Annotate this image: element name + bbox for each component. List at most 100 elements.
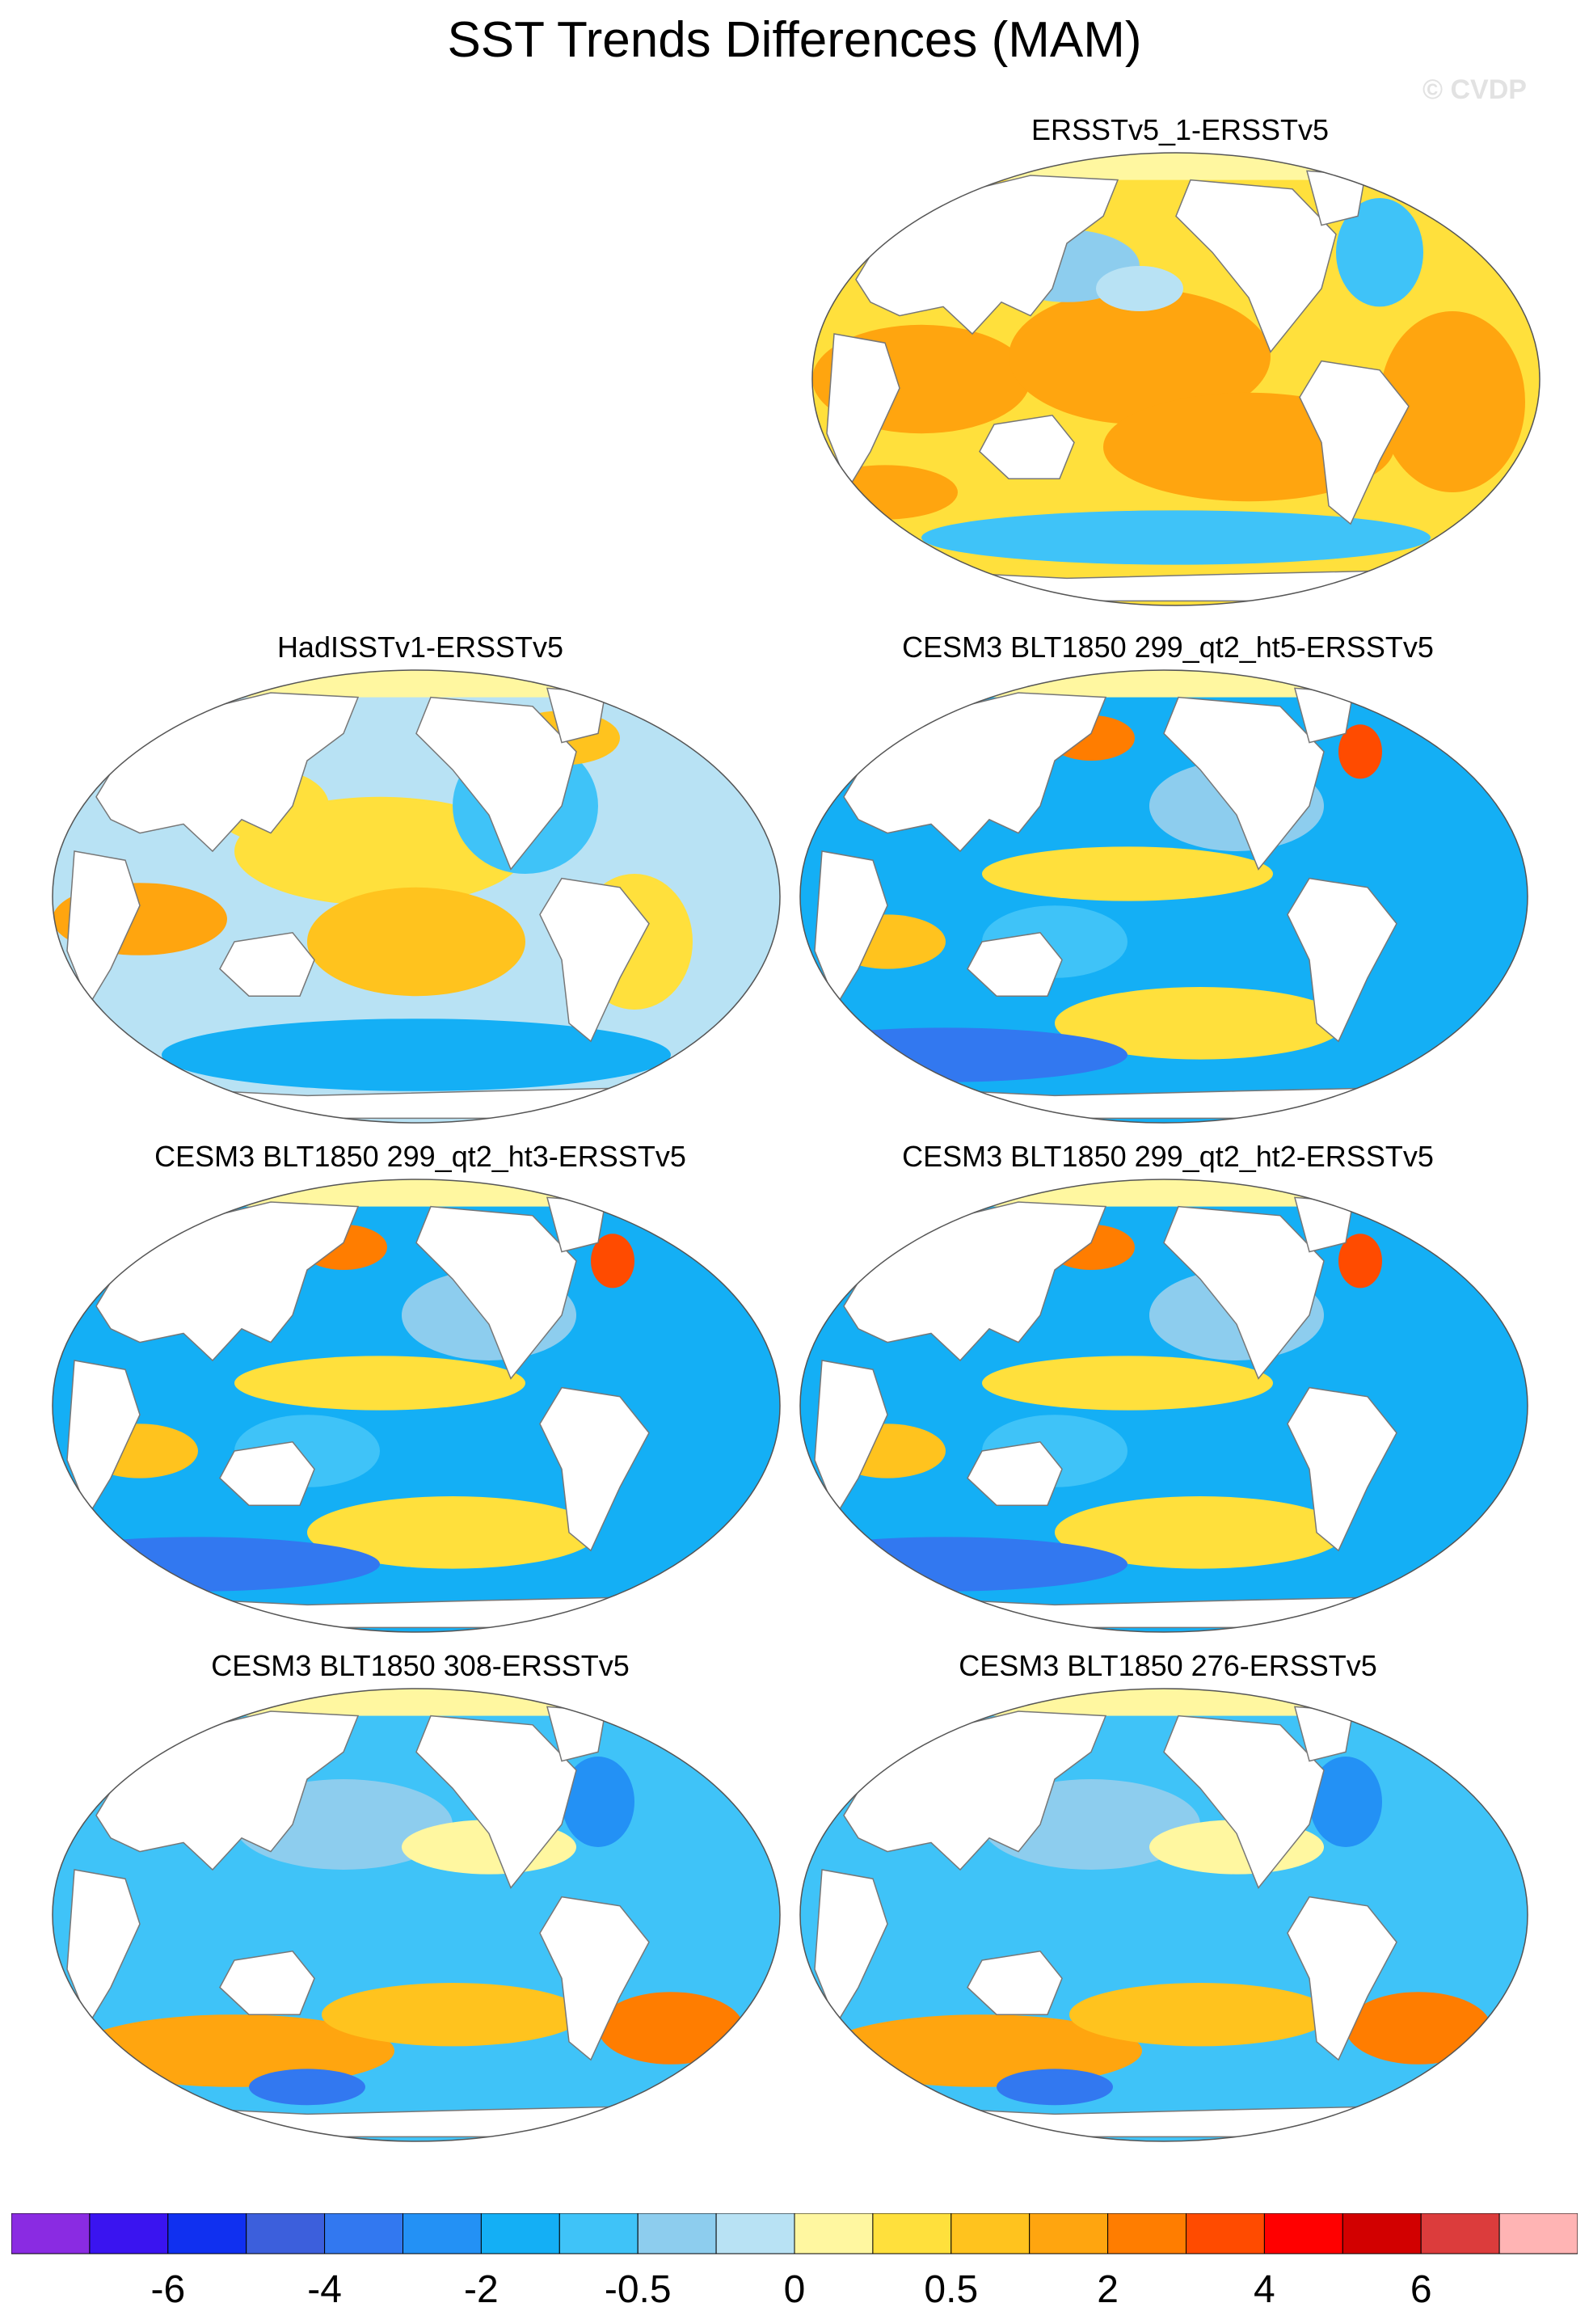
map-panel-308: CESM3 BLT1850 308-ERSSTv5 — [48, 1649, 792, 2150]
sst-anomaly-region — [921, 510, 1431, 565]
map-panel-276: CESM3 BLT1850 276-ERSSTv5 — [796, 1649, 1540, 2150]
colorbar-swatch — [1420, 2213, 1500, 2254]
colorbar-swatch — [403, 2213, 482, 2254]
panel-title: CESM3 BLT1850 276-ERSSTv5 — [959, 1649, 1377, 1682]
arctic-band — [812, 153, 1540, 180]
sst-anomaly-region — [982, 846, 1273, 901]
continent-australia — [967, 931, 1063, 997]
sst-anomaly-region — [1380, 311, 1525, 492]
sst-anomaly-region — [1346, 1992, 1491, 2065]
continent-australia — [979, 414, 1075, 479]
map-panel-ht5: CESM3 BLT1850 299_qt2_ht5-ERSSTv5 — [796, 631, 1540, 1132]
robinson-map — [811, 152, 1541, 606]
arctic-band — [800, 670, 1528, 698]
robinson-map — [799, 1688, 1528, 2142]
sst-anomaly-region — [1055, 987, 1346, 1060]
continent-africa — [814, 850, 888, 1007]
continent-namerica — [1163, 1205, 1325, 1380]
colorbar-swatch — [1263, 2213, 1343, 2254]
robinson-map — [52, 1688, 781, 2142]
sst-anomaly-region — [74, 2014, 394, 2087]
colorbar-swatch — [246, 2213, 326, 2254]
panel-title: CESM3 BLT1850 308-ERSSTv5 — [211, 1649, 630, 1682]
sst-anomaly-region — [1338, 1234, 1382, 1289]
colorbar-swatch — [558, 2213, 639, 2254]
colorbar-swatch — [167, 2213, 247, 2254]
map-panel-ht3: CESM3 BLT1850 299_qt2_ht3-ERSSTv5 — [48, 1140, 792, 1641]
panel-title: CESM3 BLT1850 299_qt2_ht3-ERSSTv5 — [154, 1140, 686, 1173]
sst-anomaly-region — [800, 1689, 1528, 2141]
continent-australia — [219, 1950, 315, 2015]
map-panel-ht2: CESM3 BLT1850 299_qt2_ht2-ERSSTv5 — [796, 1140, 1540, 1641]
panel-title: HadISSTv1-ERSSTv5 — [276, 631, 564, 664]
continent-australia — [219, 931, 315, 997]
continent-africa — [826, 333, 900, 490]
colorbar-tick-label: 2 — [1097, 2268, 1119, 2311]
sst-anomaly-region — [598, 1992, 744, 2065]
panel-title: CESM3 BLT1850 299_qt2_ht2-ERSSTv5 — [902, 1140, 1434, 1173]
colorbar-swatch — [11, 2213, 91, 2254]
colorbar-tick-label: -6 — [150, 2268, 186, 2311]
sst-anomaly-region — [53, 1689, 780, 2141]
sst-anomaly-region — [1338, 724, 1382, 779]
colorbar-swatch — [1498, 2213, 1578, 2254]
continent-africa — [66, 1360, 141, 1516]
map-border — [799, 1688, 1528, 2142]
colorbar-swatch — [794, 2213, 874, 2254]
arctic-band — [800, 1179, 1528, 1207]
map-border — [799, 669, 1528, 1124]
continent-namerica — [415, 1715, 577, 1889]
robinson-map — [799, 1179, 1528, 1633]
continent-samerica — [539, 877, 650, 1043]
continent-samerica — [539, 1896, 650, 2061]
continent-australia — [219, 1440, 315, 1506]
sst-anomaly-region — [591, 1234, 634, 1289]
colorbar-swatch — [950, 2213, 1031, 2254]
colorbar-swatch — [1107, 2213, 1186, 2254]
colorbar-swatch — [872, 2213, 952, 2254]
continent-australia — [967, 1440, 1063, 1506]
colorbar-swatch — [1342, 2213, 1422, 2254]
sst-anomaly-region — [162, 1019, 671, 1091]
sst-anomaly-region — [812, 465, 958, 520]
continent-australia — [967, 1950, 1063, 2015]
sst-anomaly-region — [1309, 1757, 1382, 1847]
colorbar-tick-label: 6 — [1410, 2268, 1432, 2311]
continent-africa — [814, 1869, 888, 2026]
continent-namerica — [415, 696, 577, 871]
colorbar-tick-label: -4 — [307, 2268, 342, 2311]
sst-anomaly-region — [249, 2069, 365, 2106]
colorbar-swatch — [1186, 2213, 1265, 2254]
map-panel-hadisst: HadISSTv1-ERSSTv5 — [48, 631, 792, 1132]
continent-africa — [66, 850, 141, 1007]
continent-samerica — [1287, 1896, 1397, 2061]
continent-samerica — [1287, 877, 1397, 1043]
sst-anomaly-region — [307, 887, 525, 997]
map-border — [799, 1179, 1528, 1633]
colorbar-swatch — [89, 2213, 169, 2254]
sst-anomaly-region — [562, 1757, 634, 1847]
continent-namerica — [1163, 1715, 1325, 1889]
sst-anomaly-region — [1055, 1496, 1346, 1569]
sst-anomaly-region — [322, 1983, 584, 2047]
arctic-band — [800, 1689, 1528, 1716]
continent-samerica — [539, 1386, 650, 1552]
colorbar-tick-label: 4 — [1254, 2268, 1275, 2311]
sst-anomaly-region — [982, 1356, 1273, 1411]
continent-africa — [66, 1869, 141, 2026]
colorbar-swatch — [324, 2213, 404, 2254]
colorbar-swatch — [480, 2213, 560, 2254]
continent-namerica — [415, 1205, 577, 1380]
colorbar — [11, 2213, 1578, 2254]
sst-anomaly-region — [307, 1496, 598, 1569]
cvdp-watermark: © CVDP — [1423, 74, 1527, 105]
continent-africa — [814, 1360, 888, 1516]
continent-samerica — [1287, 1386, 1397, 1552]
robinson-map — [52, 1179, 781, 1633]
colorbar-tick-label: 0.5 — [924, 2268, 979, 2311]
arctic-band — [53, 1179, 780, 1207]
map-border — [52, 1688, 781, 2142]
robinson-map — [799, 669, 1528, 1124]
panel-title: CESM3 BLT1850 299_qt2_ht5-ERSSTv5 — [902, 631, 1434, 664]
map-border — [811, 152, 1541, 606]
